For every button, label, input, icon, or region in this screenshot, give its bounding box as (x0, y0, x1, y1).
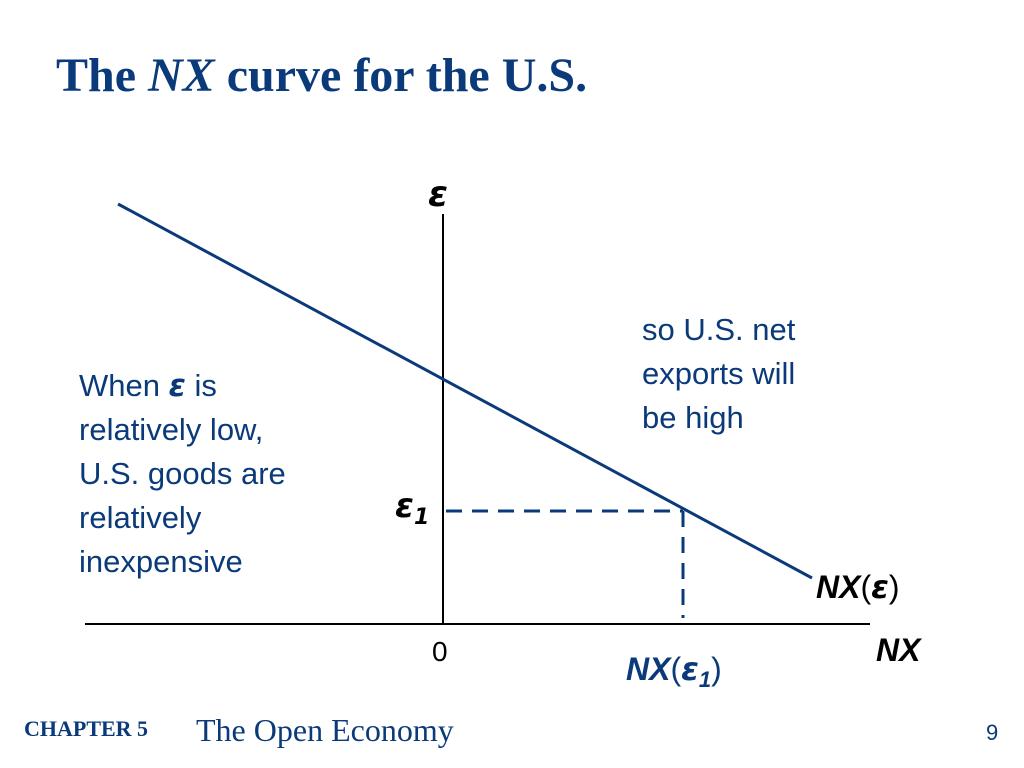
title-prefix: The (56, 49, 149, 102)
left-note-line4: relatively (79, 500, 202, 535)
title-nx: NX (148, 49, 215, 102)
epsilon1-label: ε1 (395, 486, 429, 530)
nx-curve-line (117, 202, 813, 580)
right-note-line2: exports will (642, 356, 796, 391)
left-note-line1: When ε is (79, 368, 217, 404)
right-note-line3: be high (642, 400, 744, 435)
nx1-label: NX(ε1) (626, 650, 722, 692)
left-note: When ε is relatively low, U.S. goods are… (79, 364, 359, 584)
left-note-line5: inexpensive (79, 544, 243, 579)
footer-topic: The Open Economy (196, 712, 454, 748)
epsilon1-symbol: ε (395, 486, 414, 526)
right-note: so U.S. net exports will be high (642, 308, 882, 440)
nx1-label-nx: NX (626, 651, 671, 687)
x-axis-label: NX (876, 632, 921, 668)
origin-label: 0 (432, 636, 448, 667)
right-note-line1: so U.S. net (642, 312, 796, 347)
page-number: 9 (986, 720, 999, 745)
title-suffix: curve for the U.S. (214, 49, 588, 102)
y-axis-label: ε (428, 174, 449, 215)
curve-label-arg: ε (871, 568, 889, 606)
footer-chapter: CHAPTER 5 (24, 716, 149, 741)
slide-title: The NX curve for the U.S. (56, 48, 587, 103)
left-note-line2: relatively low, (79, 412, 264, 447)
left-note-line3: U.S. goods are (79, 456, 286, 491)
nx1-label-subscript: 1 (698, 667, 712, 692)
nx1-label-arg: ε (681, 650, 699, 688)
left-note-epsilon: ε (168, 368, 186, 404)
curve-label-nx: NX (816, 569, 861, 605)
curve-label: NX(ε) (816, 568, 900, 606)
epsilon1-subscript: 1 (413, 505, 430, 530)
